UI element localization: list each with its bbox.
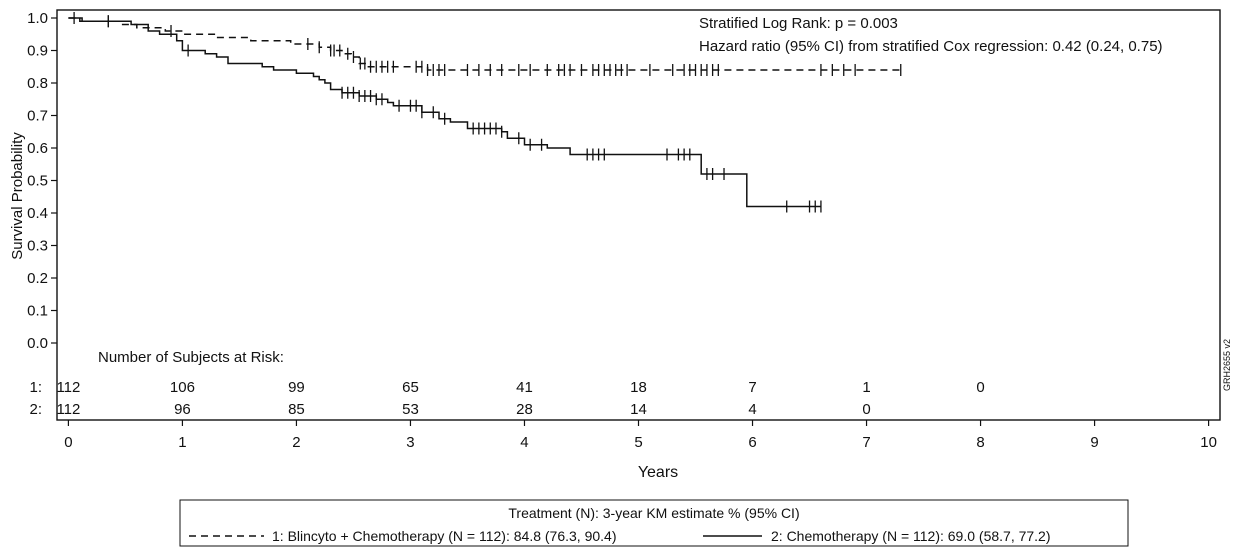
x-tick-label: 4 — [520, 434, 528, 451]
x-axis-label: Years — [638, 464, 678, 481]
y-tick-label: 0.6 — [27, 140, 48, 157]
risk-count: 65 — [402, 379, 419, 396]
y-tick-label: 0.5 — [27, 173, 48, 190]
x-tick-label: 5 — [634, 434, 642, 451]
survival-curves — [68, 12, 902, 213]
x-tick-label: 8 — [976, 434, 984, 451]
risk-count: 1 — [862, 379, 870, 396]
legend-box — [179, 499, 1129, 547]
legend-label-series-1: 1: Blincyto + Chemotherapy (N = 112): 84… — [272, 528, 616, 544]
x-axis: 0 1 2 3 4 5 6 7 8 9 10 — [64, 420, 1217, 451]
x-tick-label: 0 — [64, 434, 72, 451]
legend: Treatment (N): 3-year KM estimate % (95%… — [179, 499, 1129, 547]
series-2-curve — [68, 17, 821, 208]
x-tick-label: 7 — [862, 434, 870, 451]
risk-row-label: 1: — [29, 379, 42, 396]
y-axis: 0.0 0.1 0.2 0.3 0.4 0.5 0.6 0.7 0.8 0.9 1.0 — [27, 10, 57, 352]
y-tick-label: 0.2 — [27, 270, 48, 287]
risk-count: 85 — [288, 401, 305, 418]
risk-count: 112 — [56, 379, 80, 396]
risk-count: 0 — [976, 379, 984, 396]
risk-count: 41 — [516, 379, 533, 396]
side-label: GRH2655 v2 — [1222, 339, 1232, 391]
y-tick-label: 0.9 — [27, 43, 48, 60]
y-tick-label: 0.1 — [27, 303, 48, 320]
y-tick-label: 1.0 — [27, 10, 48, 27]
risk-count: 53 — [402, 401, 419, 418]
risk-count: 7 — [748, 379, 756, 396]
y-tick-label: 0.8 — [27, 75, 48, 92]
risk-count: 96 — [174, 401, 191, 418]
x-tick-label: 10 — [1200, 434, 1217, 451]
y-tick-label: 0.7 — [27, 108, 48, 125]
risk-count: 28 — [516, 401, 533, 418]
x-tick-label: 9 — [1090, 434, 1098, 451]
y-tick-label: 0.3 — [27, 238, 48, 255]
risk-count: 106 — [170, 379, 195, 396]
risk-count: 112 — [56, 401, 80, 418]
y-axis-label: Survival Probability — [9, 132, 26, 260]
risk-count: 99 — [288, 379, 305, 396]
risk-row-label: 2: — [29, 401, 42, 418]
legend-label-series-2: 2: Chemotherapy (N = 112): 69.0 (58.7, 7… — [771, 528, 1051, 544]
risk-count: 14 — [630, 401, 647, 418]
annotation-hazard-ratio: Hazard ratio (95% CI) from stratified Co… — [699, 38, 1163, 55]
x-tick-label: 3 — [406, 434, 414, 451]
risk-table: Number of Subjects at Risk: 1: 112 106 99 65 4… — [29, 349, 984, 418]
x-tick-label: 1 — [178, 434, 186, 451]
risk-table-title: Number of Subjects at Risk: — [98, 349, 284, 366]
legend-title: Treatment (N): 3-year KM estimate % (95%… — [508, 505, 799, 521]
risk-count: 18 — [630, 379, 647, 396]
y-tick-label: 0.4 — [27, 205, 48, 222]
annotation-logrank: Stratified Log Rank: p = 0.003 — [699, 15, 898, 32]
x-tick-label: 6 — [748, 434, 756, 451]
y-tick-label: 0.0 — [27, 335, 48, 352]
risk-count: 0 — [862, 401, 870, 418]
risk-count: 4 — [748, 401, 756, 418]
x-tick-label: 2 — [292, 434, 300, 451]
